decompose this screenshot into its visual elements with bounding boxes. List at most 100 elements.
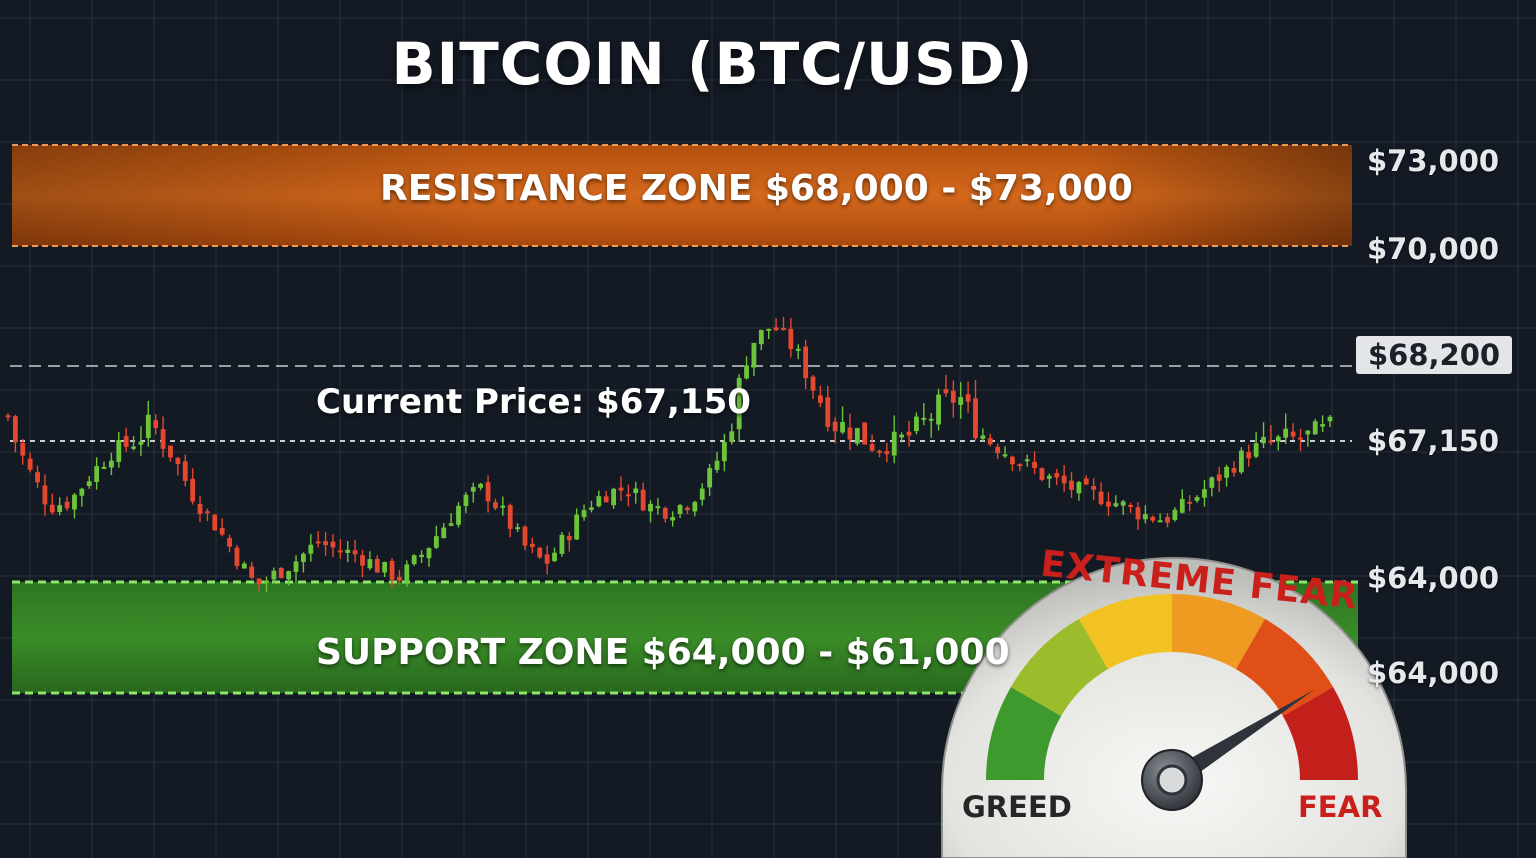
candle-body	[241, 563, 247, 569]
candle-body	[411, 555, 417, 564]
candle	[27, 452, 33, 473]
candle	[1106, 492, 1111, 516]
candle-body	[168, 445, 173, 458]
candle-body	[374, 558, 380, 573]
candle	[1069, 472, 1074, 499]
candle	[921, 403, 927, 426]
candle-body	[389, 560, 395, 580]
candle-body	[1327, 416, 1333, 422]
candle	[138, 426, 144, 456]
candle-body	[847, 427, 853, 440]
candle-body	[160, 429, 166, 449]
candle	[1142, 505, 1148, 524]
candle	[278, 567, 284, 579]
gauge-segment	[1172, 594, 1265, 670]
candle	[1061, 465, 1067, 492]
candle	[1246, 444, 1252, 467]
price-tick-label: $70,000	[1367, 232, 1500, 266]
candle-body	[1238, 450, 1244, 473]
candle-body	[86, 481, 92, 487]
candle-body	[337, 550, 343, 553]
candle-body	[234, 547, 240, 566]
candle	[94, 457, 100, 490]
candle	[42, 474, 48, 516]
candle	[271, 567, 277, 584]
candle-body	[1261, 436, 1266, 444]
gauge-segment	[986, 687, 1062, 780]
candle-body	[72, 494, 77, 510]
candle-body	[891, 431, 897, 456]
candle-body	[1312, 421, 1318, 435]
candle	[973, 379, 978, 441]
candle	[721, 433, 727, 472]
candle	[145, 400, 151, 447]
candle	[736, 374, 742, 443]
candle	[1098, 482, 1104, 506]
candle	[625, 484, 631, 507]
candle	[1312, 418, 1318, 435]
candle-body	[1010, 456, 1015, 465]
candle	[1046, 473, 1052, 488]
candle-body	[877, 450, 882, 453]
candle	[308, 534, 314, 562]
candle	[470, 482, 476, 503]
candle-body	[493, 502, 498, 509]
candle	[714, 451, 720, 473]
candle-body	[1039, 468, 1045, 480]
candle	[374, 555, 380, 573]
candle	[500, 496, 506, 516]
candle-body	[928, 418, 934, 421]
candle	[1238, 447, 1244, 475]
candle	[670, 511, 676, 527]
candle-body	[219, 528, 225, 535]
current-price-label: Current Price: $67,150	[316, 382, 751, 422]
candle	[877, 449, 882, 458]
candle	[529, 537, 535, 554]
candle	[507, 503, 513, 538]
candle	[862, 422, 868, 445]
candle	[448, 513, 454, 527]
resistance-zone-shade	[12, 145, 1352, 246]
candle	[818, 385, 823, 408]
candle	[256, 578, 262, 592]
candle-body	[818, 395, 823, 403]
candle	[611, 487, 617, 509]
candle-body	[485, 482, 491, 502]
candle-body	[552, 552, 557, 562]
candle-body	[145, 414, 151, 439]
candle-body	[640, 489, 646, 511]
candle-body	[35, 472, 40, 483]
candle	[485, 475, 491, 513]
candle-body	[670, 517, 676, 521]
candle-body	[1209, 477, 1215, 488]
gauge-segment	[1282, 687, 1358, 780]
candle	[419, 550, 424, 563]
candle-body	[788, 328, 794, 350]
candle	[943, 374, 949, 398]
candle	[847, 413, 853, 451]
candle-body	[500, 505, 506, 508]
candle	[1128, 502, 1133, 514]
candle-body	[12, 416, 18, 443]
candle	[205, 508, 210, 522]
candle-body	[27, 458, 33, 470]
candle-body	[1172, 509, 1178, 520]
candle-body	[921, 417, 927, 420]
candle-body	[995, 446, 1001, 454]
current-price-tick-label: $67,150	[1367, 424, 1500, 458]
candle	[515, 523, 520, 532]
candle-body	[832, 421, 838, 432]
candle	[950, 380, 956, 418]
candle	[965, 381, 971, 413]
candle-body	[529, 543, 535, 547]
candle	[795, 344, 801, 360]
candle-body	[884, 451, 890, 455]
candle-body	[744, 365, 749, 379]
candle	[589, 500, 594, 513]
candle-body	[323, 541, 328, 546]
candle	[1002, 446, 1008, 459]
candle-body	[190, 478, 196, 502]
candle-body	[1179, 499, 1185, 513]
candle	[79, 487, 85, 507]
